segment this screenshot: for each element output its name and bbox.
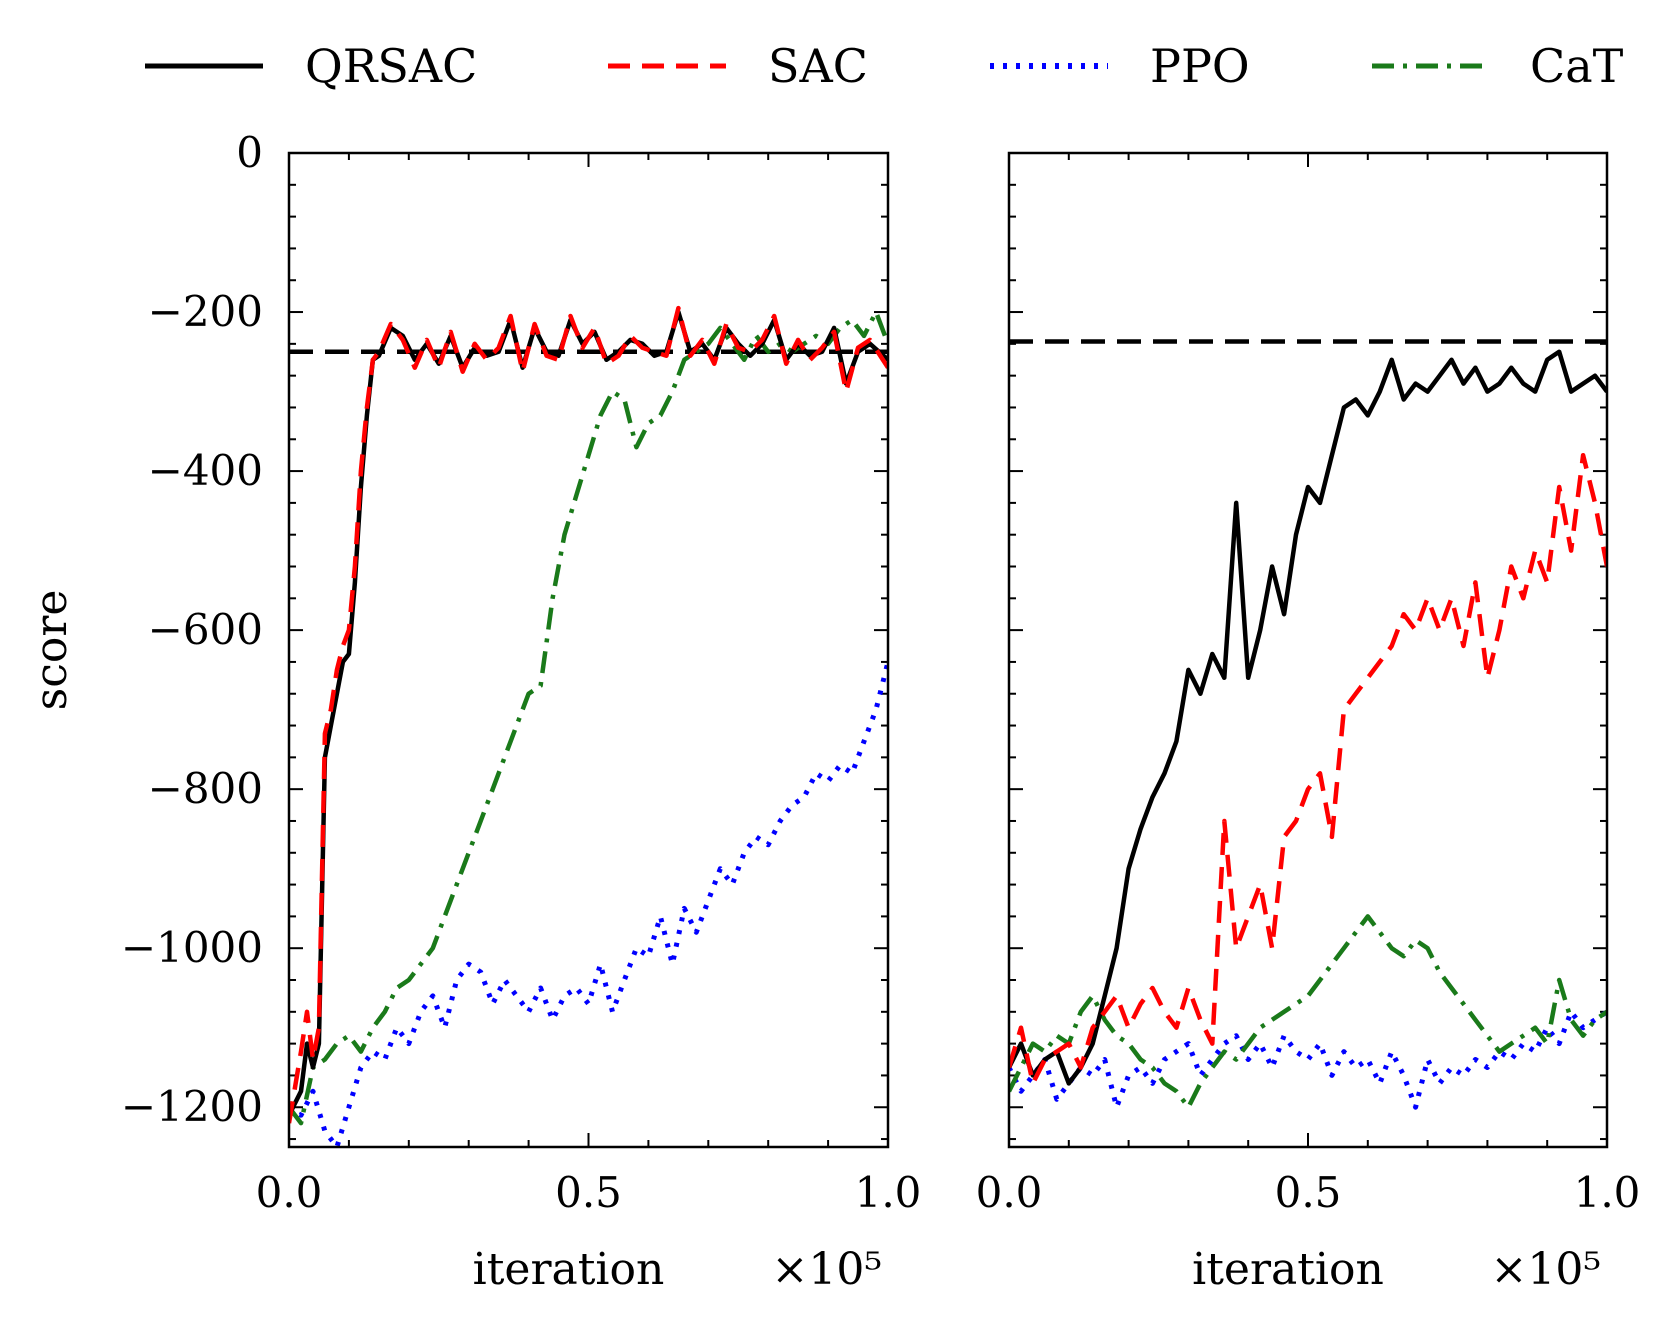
y-tick-label: −600 — [148, 605, 263, 654]
y-tick-label: −1200 — [121, 1082, 263, 1131]
y-tick-label: −1000 — [121, 923, 263, 972]
series-line-sac — [1009, 452, 1607, 1086]
y-tick-label: −200 — [148, 287, 263, 336]
series-line-cat — [289, 309, 888, 1126]
legend: QRSAC SAC PPO CaT — [145, 39, 1624, 93]
x-tick-label: 1.0 — [1574, 1168, 1641, 1217]
x-tick-label: 0.0 — [256, 1168, 323, 1217]
x-axis-multiplier: ×10⁵ — [772, 1244, 883, 1295]
plot-frame — [1007, 151, 1609, 1149]
x-tick-label: 0.5 — [555, 1168, 622, 1217]
x-tick-label: 0.0 — [976, 1168, 1043, 1217]
x-tick-label: 1.0 — [855, 1168, 922, 1217]
legend-label-qrsac: QRSAC — [305, 39, 477, 93]
x-tick-label: 0.5 — [1275, 1168, 1342, 1217]
series-line-sac — [289, 305, 888, 1124]
series-line-ppo — [289, 661, 888, 1147]
x-axis-label: iteration — [1192, 1244, 1384, 1295]
series-line-qrsac — [1009, 349, 1607, 1086]
y-tick-label: −400 — [148, 446, 263, 495]
y-tick-label: −800 — [148, 764, 263, 813]
series-line-qrsac — [289, 309, 888, 1117]
plot-frame — [287, 151, 890, 1149]
legend-label-ppo: PPO — [1150, 39, 1250, 93]
y-tick-label: 0 — [236, 128, 263, 177]
y-axis-label: score — [26, 590, 77, 711]
right-panel: 0.0 0.5 1.0 iteration ×10⁵ — [976, 151, 1641, 1295]
x-axis-label: iteration — [473, 1244, 665, 1295]
left-panel: 0 −200 −400 −600 −800 −1000 −1200 0.0 0.5 1.0 iter… — [26, 128, 921, 1295]
legend-label-sac: SAC — [768, 39, 868, 93]
legend-label-cat: CaT — [1530, 39, 1624, 93]
series-line-ppo — [1009, 1009, 1607, 1110]
x-axis-multiplier: ×10⁵ — [1491, 1244, 1602, 1295]
series-line-cat — [1009, 914, 1607, 1110]
